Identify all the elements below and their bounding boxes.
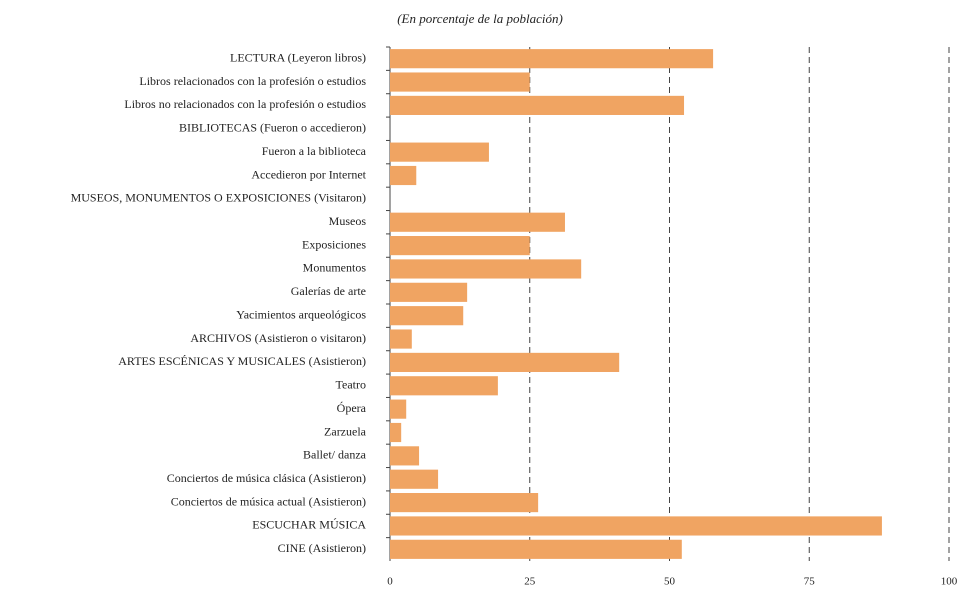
- y-tick-label: Conciertos de música clásica (Asistieron…: [167, 471, 366, 485]
- y-tick-label: Ballet/ danza: [303, 448, 367, 462]
- x-tick-label: 0: [387, 576, 393, 588]
- y-tick-label: Libros relacionados con la profesión o e…: [139, 74, 366, 88]
- y-tick-label: Galerías de arte: [291, 284, 366, 298]
- bar: [390, 329, 412, 349]
- bar: [390, 236, 530, 256]
- x-tick-label: 25: [524, 576, 536, 588]
- chart-subtitle: (En porcentaje de la población): [397, 11, 563, 26]
- bar: [390, 49, 714, 69]
- bar: [390, 422, 402, 443]
- bar: [390, 352, 620, 372]
- bar: [390, 212, 565, 232]
- y-tick-label: Yacimientos arqueológicos: [236, 307, 366, 321]
- x-tick-label: 50: [664, 576, 676, 588]
- bar: [390, 165, 417, 186]
- y-tick-label: Conciertos de música actual (Asistieron): [171, 494, 366, 508]
- bar: [390, 539, 682, 559]
- bar: [390, 306, 464, 326]
- bar: [390, 446, 420, 466]
- y-tick-label: Teatro: [336, 378, 366, 392]
- bar: [390, 399, 407, 419]
- y-tick-label: ESCUCHAR MÚSICA: [252, 518, 366, 532]
- x-tick-label: 100: [941, 576, 958, 588]
- bar: [390, 376, 498, 396]
- y-tick-label: Museos: [329, 214, 367, 228]
- y-tick-label: Zarzuela: [324, 424, 367, 438]
- y-tick-label: BIBLIOTECAS (Fueron o accedieron): [179, 121, 366, 135]
- bar: [390, 72, 530, 92]
- y-tick-label: MUSEOS, MONUMENTOS O EXPOSICIONES (Visit…: [71, 191, 366, 205]
- bar: [390, 142, 489, 162]
- y-tick-label: Ópera: [337, 401, 367, 415]
- y-tick-label: Accedieron por Internet: [251, 167, 366, 181]
- y-tick-label: Monumentos: [303, 261, 367, 275]
- bar: [390, 282, 468, 302]
- bar: [390, 259, 582, 279]
- y-tick-label: CINE (Asistieron): [278, 541, 366, 555]
- y-tick-label: Libros no relacionados con la profesión …: [124, 97, 366, 111]
- x-tick-label: 75: [804, 576, 816, 588]
- bar: [390, 469, 439, 489]
- y-tick-label: ARTES ESCÉNICAS Y MUSICALES (Asistieron): [118, 354, 366, 368]
- bar: [390, 493, 539, 513]
- y-tick-label: LECTURA (Leyeron libros): [230, 50, 366, 64]
- y-tick-label: Exposiciones: [302, 237, 366, 251]
- y-tick-label: Fueron a la biblioteca: [262, 144, 367, 158]
- bar: [390, 516, 882, 536]
- y-tick-label: ARCHIVOS (Asistieron o visitaron): [190, 331, 366, 345]
- bar: [390, 95, 685, 115]
